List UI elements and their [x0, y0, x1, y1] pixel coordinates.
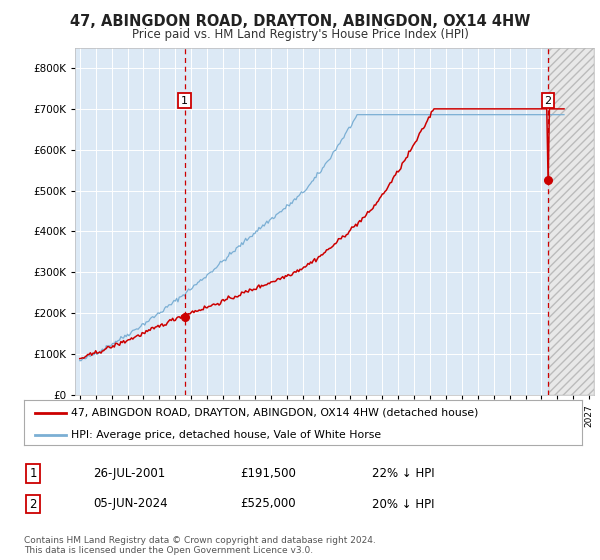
- Text: 1: 1: [181, 96, 188, 106]
- Text: Price paid vs. HM Land Registry's House Price Index (HPI): Price paid vs. HM Land Registry's House …: [131, 28, 469, 41]
- Text: 47, ABINGDON ROAD, DRAYTON, ABINGDON, OX14 4HW: 47, ABINGDON ROAD, DRAYTON, ABINGDON, OX…: [70, 14, 530, 29]
- Text: 20% ↓ HPI: 20% ↓ HPI: [372, 497, 434, 511]
- Text: HPI: Average price, detached house, Vale of White Horse: HPI: Average price, detached house, Vale…: [71, 430, 382, 440]
- Text: 22% ↓ HPI: 22% ↓ HPI: [372, 466, 434, 480]
- Text: £525,000: £525,000: [240, 497, 296, 511]
- Text: 47, ABINGDON ROAD, DRAYTON, ABINGDON, OX14 4HW (detached house): 47, ABINGDON ROAD, DRAYTON, ABINGDON, OX…: [71, 408, 479, 418]
- Text: 2: 2: [29, 497, 37, 511]
- Text: 2: 2: [545, 96, 551, 106]
- Text: 1: 1: [29, 466, 37, 480]
- Text: 26-JUL-2001: 26-JUL-2001: [93, 466, 165, 480]
- Text: Contains HM Land Registry data © Crown copyright and database right 2024.
This d: Contains HM Land Registry data © Crown c…: [24, 536, 376, 556]
- Text: 05-JUN-2024: 05-JUN-2024: [93, 497, 167, 511]
- Bar: [550, 48, 594, 395]
- Text: £191,500: £191,500: [240, 466, 296, 480]
